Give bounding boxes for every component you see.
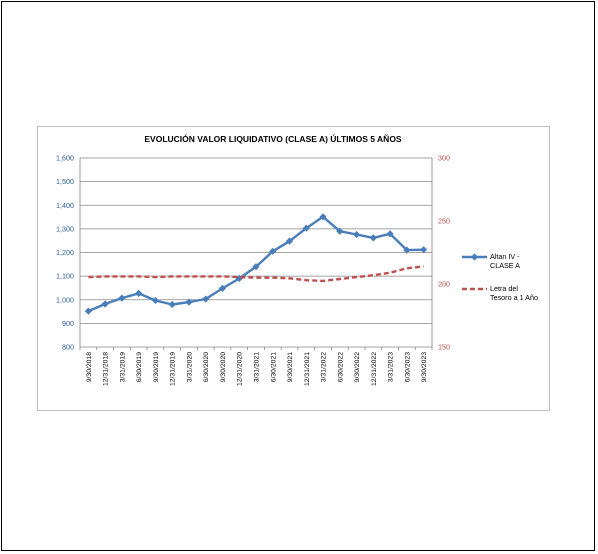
data-point <box>302 224 310 232</box>
y-left-tick-label: 900 <box>62 319 74 328</box>
chart-area: EVOLUCIÓN VALOR LIQUIDATIVO (CLASE A) ÚL… <box>37 126 550 411</box>
data-point <box>420 246 428 254</box>
x-tick-label: 6/30/2022 <box>337 352 344 382</box>
x-tick-label: 9/30/2018 <box>86 352 93 382</box>
y-left-tick-label: 1,200 <box>56 248 74 257</box>
data-point <box>84 307 92 315</box>
data-point <box>252 263 260 271</box>
data-point <box>202 295 210 303</box>
legend-label: Tesoro a 1 Año <box>490 293 538 302</box>
x-tick-label: 9/30/2020 <box>220 352 227 382</box>
y-right-tick-label: 150 <box>438 343 450 352</box>
data-point <box>403 246 411 254</box>
data-point <box>101 300 109 308</box>
data-point <box>168 300 176 309</box>
data-point <box>285 237 294 245</box>
y-left-tick-label: 1,400 <box>56 201 74 210</box>
x-tick-label: 3/31/2023 <box>388 352 395 382</box>
data-point <box>386 230 394 238</box>
x-tick-label: 12/31/2020 <box>237 352 244 386</box>
x-tick-label: 12/31/2021 <box>304 352 311 386</box>
y-left-tick-label: 1,600 <box>56 154 74 163</box>
y-right-tick-label: 300 <box>438 154 450 163</box>
legend-label: CLASE A <box>490 261 520 270</box>
chart-title: EVOLUCIÓN VALOR LIQUIDATIVO (CLASE A) ÚL… <box>144 133 402 144</box>
x-tick-label: 9/30/2021 <box>287 352 294 382</box>
y-left-tick-label: 1,000 <box>56 295 74 304</box>
y-left-tick-label: 800 <box>62 343 74 352</box>
y-right-tick-label: 250 <box>438 217 450 226</box>
x-tick-label: 12/31/2018 <box>103 352 110 386</box>
x-tick-label: 6/30/2020 <box>203 352 210 382</box>
data-point <box>336 227 344 235</box>
legend-label: Letra del <box>490 284 518 293</box>
x-tick-label: 9/30/2023 <box>421 352 428 382</box>
data-point <box>118 294 126 302</box>
legend-label: Altan IV - <box>490 252 520 261</box>
x-tick-label: 9/30/2022 <box>354 352 361 382</box>
data-point <box>151 296 160 305</box>
x-tick-label: 12/31/2022 <box>371 352 378 386</box>
line-chart: EVOLUCIÓN VALOR LIQUIDATIVO (CLASE A) ÚL… <box>56 133 538 386</box>
x-tick-label: 3/31/2022 <box>321 352 328 382</box>
y-left-tick-label: 1,100 <box>56 272 74 281</box>
x-tick-label: 3/31/2020 <box>186 352 193 382</box>
x-tick-label: 6/30/2019 <box>136 352 143 382</box>
x-tick-label: 6/30/2021 <box>270 352 277 382</box>
data-point <box>369 234 377 242</box>
x-tick-label: 3/31/2021 <box>254 352 261 382</box>
data-point <box>135 289 143 297</box>
x-tick-label: 3/31/2019 <box>119 352 126 382</box>
y-right-tick-label: 200 <box>438 280 450 289</box>
x-tick-label: 6/30/2023 <box>404 352 411 382</box>
legend-marker <box>470 253 479 261</box>
y-left-tick-label: 1,300 <box>56 224 74 233</box>
data-point <box>352 230 361 239</box>
x-tick-label: 12/31/2019 <box>170 352 177 386</box>
y-left-tick-label: 1,500 <box>56 177 74 186</box>
data-point <box>185 298 193 306</box>
x-tick-label: 9/30/2019 <box>153 352 160 382</box>
data-point <box>269 247 277 255</box>
